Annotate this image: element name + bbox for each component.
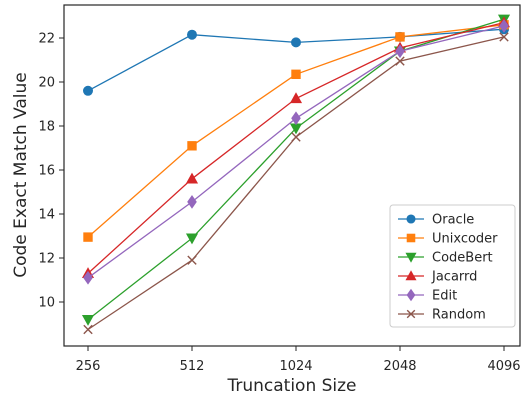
legend: Oracle Unixcoder CodeBert Jacarrd Edit Random — [389, 204, 516, 328]
legend-label: Oracle — [432, 213, 474, 228]
y-tick-label: 14 — [38, 208, 55, 223]
y-tick-label: 10 — [38, 296, 55, 311]
data-point — [81, 314, 95, 326]
data-point — [499, 32, 509, 42]
data-point — [187, 255, 197, 265]
legend-marker — [405, 252, 417, 263]
y-tick-label: 22 — [38, 32, 55, 47]
legend-item: CodeBert — [398, 251, 493, 266]
data-point — [395, 44, 405, 59]
data-point — [83, 324, 93, 335]
data-point — [291, 37, 301, 48]
legend-item: Jacarrd — [398, 270, 477, 285]
series-random — [83, 32, 509, 335]
legend-item: Oracle — [398, 213, 474, 228]
y-axis-label: Code Exact Match Value — [11, 72, 31, 278]
legend-item: Unixcoder — [398, 232, 498, 247]
y-tick-label: 16 — [38, 164, 55, 179]
x-tick-label: 4096 — [487, 359, 520, 374]
legend-label: Edit — [432, 289, 457, 304]
data-point — [395, 32, 405, 42]
series-layer — [81, 14, 511, 335]
data-point — [395, 56, 405, 66]
legend-label: Random — [432, 308, 486, 323]
data-point — [289, 92, 303, 104]
legend-box — [389, 204, 516, 328]
legend-marker — [406, 233, 416, 243]
data-point — [187, 141, 197, 151]
data-point — [291, 111, 301, 126]
legend-marker — [405, 270, 417, 281]
legend-marker — [406, 214, 416, 224]
legend-marker — [406, 309, 416, 319]
legend-label: Unixcoder — [432, 232, 498, 247]
legend-label: Jacarrd — [431, 270, 477, 285]
y-tick-label: 20 — [38, 76, 55, 91]
x-axis-ticks: 256 512 1024 2048 4096 — [76, 346, 521, 374]
data-point — [291, 132, 301, 142]
data-point — [291, 69, 301, 79]
y-tick-label: 18 — [38, 120, 55, 135]
data-point — [499, 19, 509, 33]
data-point — [83, 85, 93, 96]
data-point — [185, 233, 199, 245]
data-point — [83, 270, 93, 285]
x-tick-label: 1024 — [279, 359, 312, 374]
data-point — [187, 29, 197, 40]
legend-item: Edit — [398, 289, 457, 304]
legend-label: CodeBert — [432, 251, 493, 266]
x-tick-label: 256 — [76, 359, 101, 374]
y-axis-ticks: 10 12 14 16 18 20 22 — [38, 32, 64, 311]
legend-item: Random — [398, 308, 486, 323]
x-tick-label: 2048 — [383, 359, 416, 374]
x-tick-label: 512 — [180, 359, 205, 374]
series-edit — [83, 19, 509, 285]
legend-marker — [406, 288, 416, 302]
x-axis-label: Truncation Size — [226, 376, 356, 396]
data-point — [185, 172, 199, 184]
data-point — [187, 195, 197, 209]
data-point — [83, 232, 93, 242]
y-tick-label: 12 — [38, 252, 55, 267]
